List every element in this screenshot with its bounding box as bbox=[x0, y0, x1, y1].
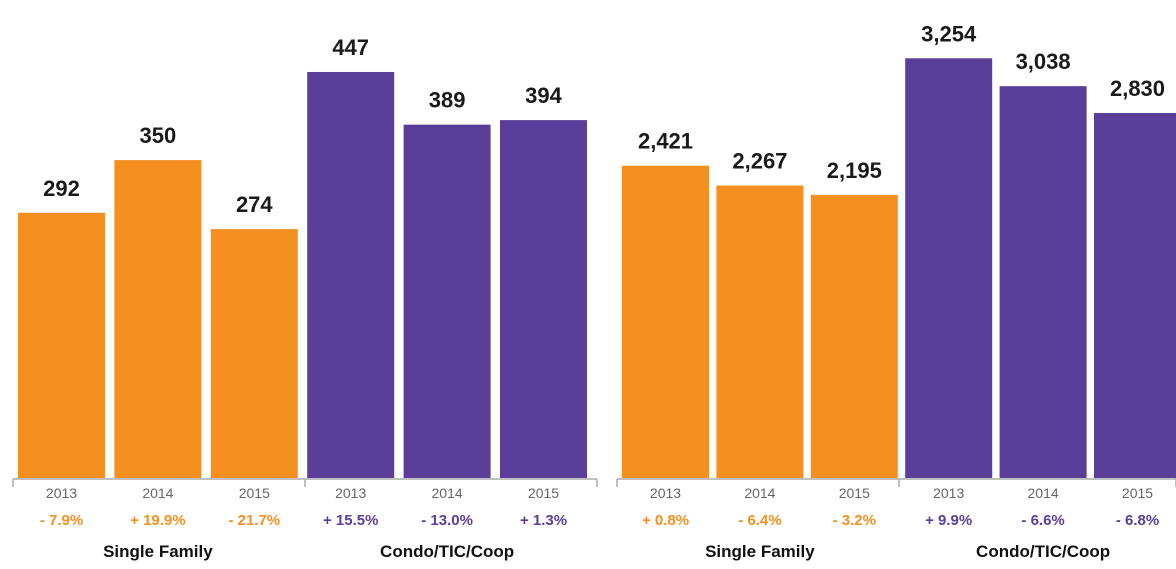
bar bbox=[114, 160, 202, 479]
bar bbox=[810, 194, 898, 478]
bar bbox=[622, 165, 709, 479]
tick-label: 2013 bbox=[650, 485, 681, 501]
change-label: + 9.9% bbox=[925, 512, 972, 529]
bar bbox=[500, 120, 587, 478]
data-label: 2,830 bbox=[1110, 76, 1165, 101]
change-label: + 15.5% bbox=[323, 512, 378, 529]
change-label: - 6.4% bbox=[738, 512, 781, 529]
bar bbox=[1094, 112, 1176, 479]
bar bbox=[905, 58, 993, 478]
tick-label: 2015 bbox=[1122, 485, 1153, 501]
data-label: 3,038 bbox=[1016, 49, 1071, 74]
bar bbox=[716, 185, 804, 479]
bar bbox=[307, 71, 395, 478]
change-label: + 19.9% bbox=[130, 512, 185, 529]
chart-panel-2: 2,421 2013 + 0.8% 2,267 2014 - 6.4% 2,195 2015 -… bbox=[616, 21, 1176, 561]
tick-label: 2014 bbox=[432, 485, 463, 501]
bar bbox=[999, 86, 1087, 478]
change-label: - 21.7% bbox=[228, 512, 280, 529]
tick-label: 2013 bbox=[46, 485, 77, 501]
chart-panel-1: 292 2013 - 7.9% 350 2014 + 19.9% 274 2015 - 21.7… bbox=[12, 35, 598, 561]
change-label: - 6.6% bbox=[1021, 512, 1064, 529]
tick-label: 2014 bbox=[744, 485, 775, 501]
data-label: 350 bbox=[140, 123, 177, 148]
tick-label: 2014 bbox=[1028, 485, 1059, 501]
change-label: - 13.0% bbox=[421, 512, 473, 529]
bar bbox=[18, 212, 105, 478]
group-label: Condo/TIC/Coop bbox=[976, 542, 1110, 561]
bar bbox=[210, 229, 298, 478]
data-label: 389 bbox=[429, 88, 466, 113]
change-label: + 1.3% bbox=[520, 512, 567, 529]
change-label: + 0.8% bbox=[642, 512, 689, 529]
data-label: 2,195 bbox=[827, 158, 882, 183]
data-label: 394 bbox=[525, 83, 562, 108]
data-label: 2,267 bbox=[732, 149, 787, 174]
data-label: 447 bbox=[332, 35, 369, 60]
group-label: Single Family bbox=[103, 542, 213, 561]
group-label: Condo/TIC/Coop bbox=[380, 542, 514, 561]
change-label: - 3.2% bbox=[833, 512, 876, 529]
data-label: 292 bbox=[43, 176, 80, 201]
group-label: Single Family bbox=[705, 542, 815, 561]
data-label: 2,421 bbox=[638, 129, 693, 154]
tick-label: 2015 bbox=[839, 485, 870, 501]
change-label: - 7.9% bbox=[40, 512, 83, 529]
tick-label: 2015 bbox=[239, 485, 270, 501]
tick-label: 2015 bbox=[528, 485, 559, 501]
data-label: 3,254 bbox=[921, 21, 977, 46]
data-label: 274 bbox=[236, 192, 273, 217]
change-label: - 6.8% bbox=[1116, 512, 1159, 529]
tick-label: 2014 bbox=[142, 485, 173, 501]
bar bbox=[403, 124, 491, 479]
tick-label: 2013 bbox=[933, 485, 964, 501]
tick-label: 2013 bbox=[335, 485, 366, 501]
